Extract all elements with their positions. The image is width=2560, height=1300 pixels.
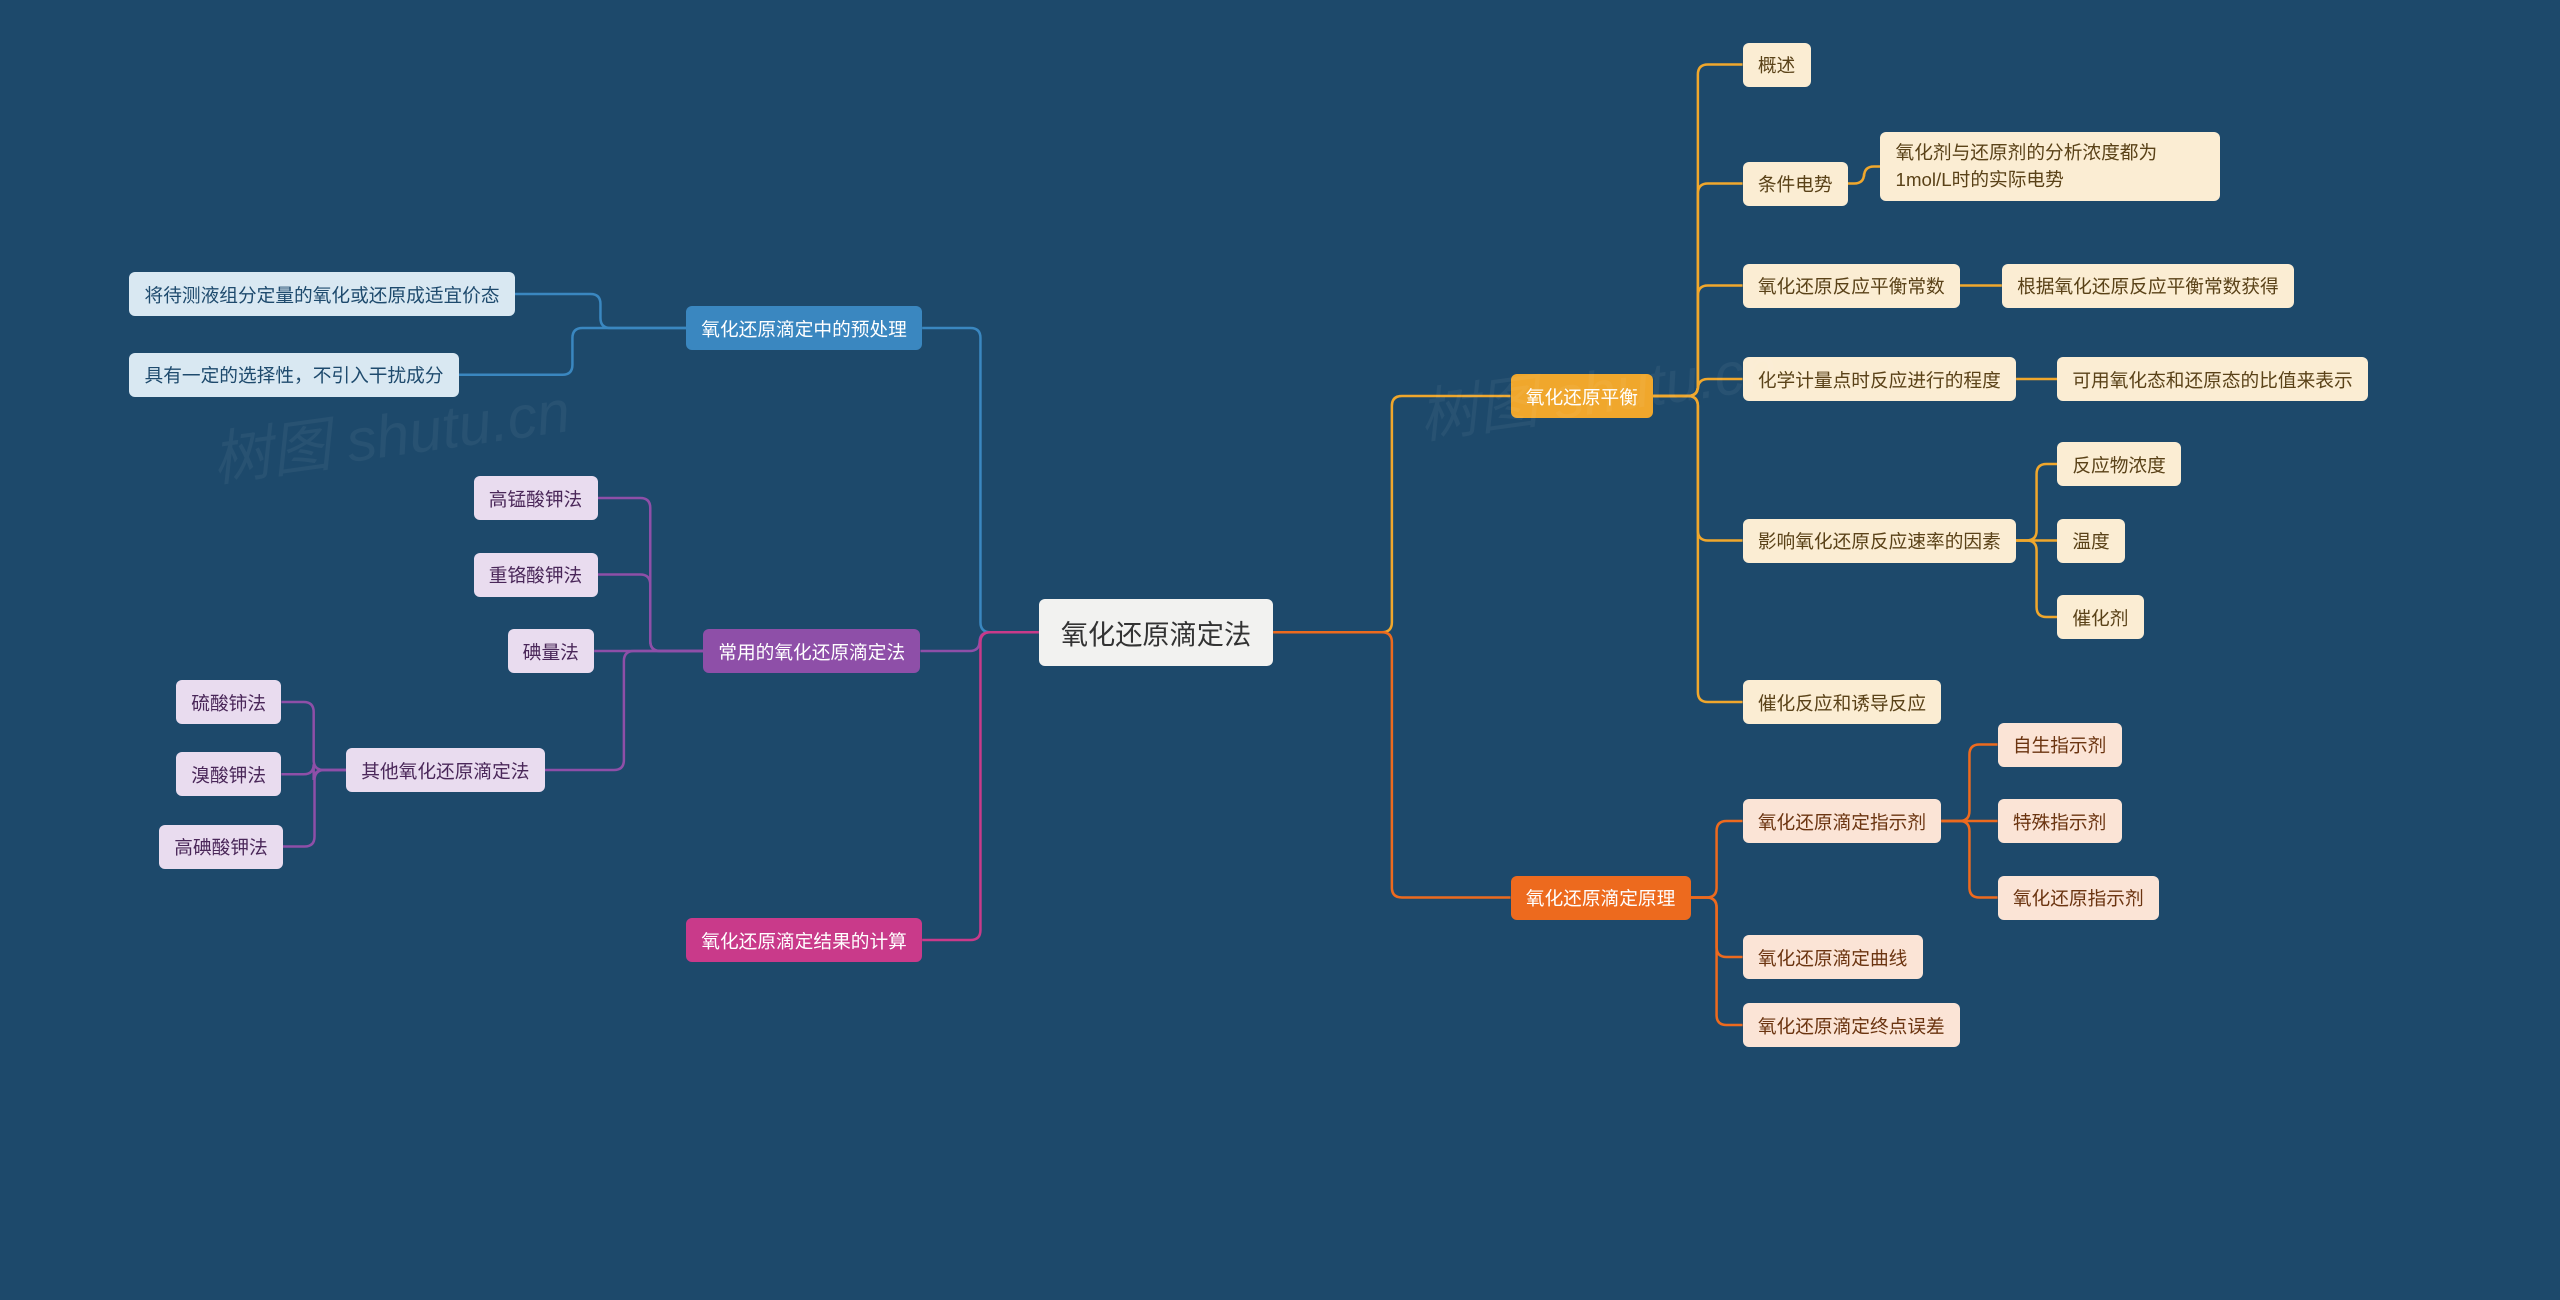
mindmap-node-b1c2a[interactable]: 氧化剂与还原剂的分析浓度都为1mol/L时的实际电势 (1880, 132, 2220, 201)
mindmap-edge (281, 764, 346, 780)
mindmap-node-b1c5[interactable]: 影响氧化还原反应速率的因素 (1743, 519, 2017, 563)
mindmap-edge (922, 632, 1039, 940)
mindmap-node-b1c3a[interactable]: 根据氧化还原反应平衡常数获得 (2002, 264, 2294, 308)
mindmap-node-b2c1b[interactable]: 特殊指示剂 (1998, 799, 2122, 843)
mindmap-edge (1691, 898, 1743, 958)
mindmap-node-b4c3[interactable]: 碘量法 (508, 629, 595, 673)
mindmap-node-b3c2[interactable]: 具有一定的选择性，不引入干扰成分 (129, 353, 459, 397)
mindmap-edge (922, 328, 1039, 632)
mindmap-node-b4c4b[interactable]: 溴酸钾法 (176, 752, 281, 796)
mindmap-edge (1691, 898, 1743, 1026)
mindmap-edge (1653, 379, 1742, 396)
mindmap-node-b1c3[interactable]: 氧化还原反应平衡常数 (1743, 264, 1960, 308)
mindmap-node-b4c4[interactable]: 其他氧化还原滴定法 (346, 748, 545, 792)
mindmap-edge (920, 632, 1038, 651)
mindmap-node-b3[interactable]: 氧化还原滴定中的预处理 (686, 306, 922, 350)
mindmap-node-b4c4a[interactable]: 硫酸铈法 (176, 680, 281, 724)
mindmap-node-b2c1c[interactable]: 氧化还原指示剂 (1998, 876, 2159, 920)
mindmap-edge (1848, 167, 1880, 184)
mindmap-edge (515, 294, 686, 328)
mindmap-edge (1273, 396, 1510, 632)
mindmap-edge (1653, 286, 1742, 397)
mindmap-edge (598, 498, 703, 651)
mindmap-edge (1653, 184, 1742, 397)
mindmap-node-root[interactable]: 氧化还原滴定法 (1039, 599, 1274, 666)
mindmap-edge (1273, 632, 1510, 897)
mindmap-edge (1941, 821, 1997, 898)
mindmap-edge (1941, 745, 1997, 822)
mindmap-node-b4c4c[interactable]: 高碘酸钾法 (159, 825, 283, 869)
mindmap-node-b1c2[interactable]: 条件电势 (1743, 162, 1848, 206)
mindmap-node-b1c5b[interactable]: 温度 (2057, 519, 2125, 563)
mindmap-node-b2c1a[interactable]: 自生指示剂 (1998, 723, 2122, 767)
mindmap-node-b1c6[interactable]: 催化反应和诱导反应 (1743, 680, 1942, 724)
mindmap-edge (281, 702, 346, 770)
mindmap-node-b4[interactable]: 常用的氧化还原滴定法 (703, 629, 920, 673)
mindmap-edge (1653, 65, 1742, 397)
mindmap-node-b1[interactable]: 氧化还原平衡 (1511, 374, 1654, 418)
mindmap-node-b4c1[interactable]: 高锰酸钾法 (474, 476, 598, 520)
mindmap-node-b2c2[interactable]: 氧化还原滴定曲线 (1743, 935, 1923, 979)
mindmap-edge (1691, 821, 1743, 898)
mindmap-node-b3c1[interactable]: 将待测液组分定量的氧化或还原成适宜价态 (129, 272, 515, 316)
mindmap-edge (1653, 396, 1742, 702)
mindmap-node-b5[interactable]: 氧化还原滴定结果的计算 (686, 918, 922, 962)
mindmap-edge (2016, 464, 2057, 541)
mindmap-node-b4c2[interactable]: 重铬酸钾法 (474, 553, 598, 597)
mindmap-edge (1653, 396, 1742, 541)
mindmap-node-b1c4a[interactable]: 可用氧化态和还原态的比值来表示 (2057, 357, 2368, 401)
mindmap-edge (283, 770, 346, 847)
mindmap-node-b1c4[interactable]: 化学计量点时反应进行的程度 (1743, 357, 2017, 401)
mindmap-node-b1c5a[interactable]: 反应物浓度 (2057, 442, 2181, 486)
mindmap-edge (598, 575, 703, 652)
mindmap-edge (2016, 541, 2057, 618)
mindmap-node-b1c1[interactable]: 概述 (1743, 43, 1811, 87)
mindmap-node-b2c3[interactable]: 氧化还原滴定终点误差 (1743, 1003, 1960, 1047)
mindmap-node-b2[interactable]: 氧化还原滴定原理 (1511, 876, 1691, 920)
mindmap-edge (459, 328, 686, 375)
mindmap-node-b1c5c[interactable]: 催化剂 (2057, 595, 2144, 639)
mindmap-node-b2c1[interactable]: 氧化还原滴定指示剂 (1743, 799, 1942, 843)
